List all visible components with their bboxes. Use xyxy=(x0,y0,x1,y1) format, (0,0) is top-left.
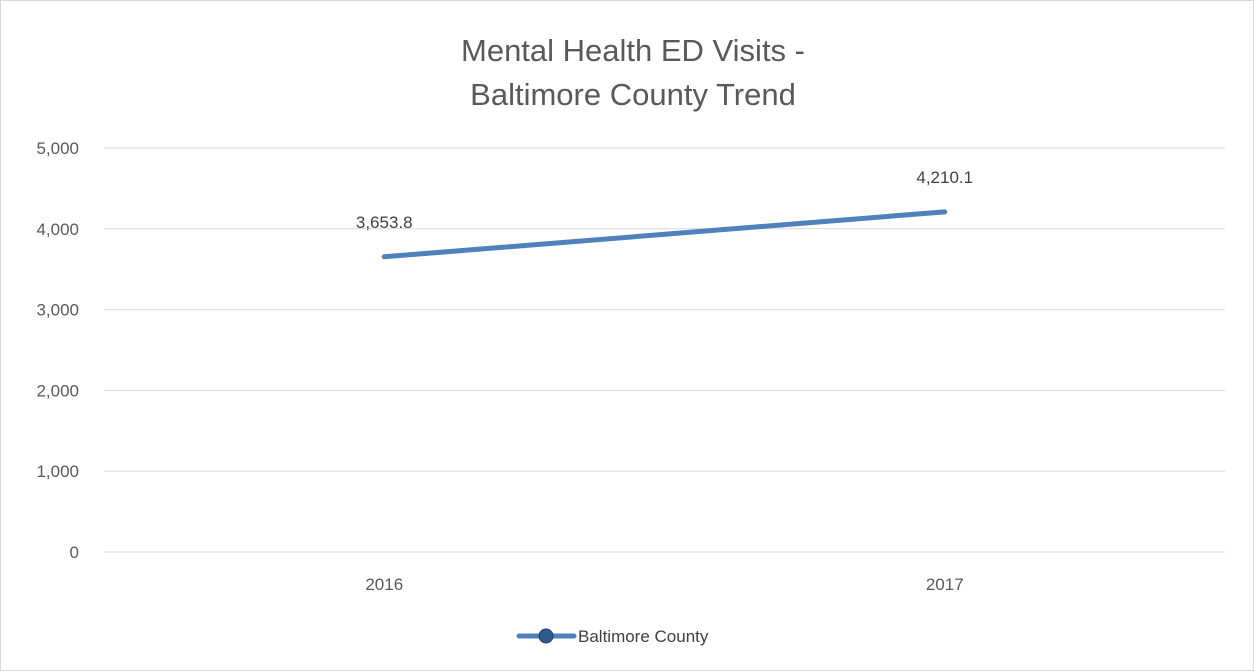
gridlines xyxy=(104,147,1225,553)
legend: Baltimore County xyxy=(516,627,709,646)
y-tick-label: 0 xyxy=(70,543,79,562)
data-label: 3,653.8 xyxy=(356,213,413,232)
series-lines xyxy=(381,209,948,260)
y-tick-label: 2,000 xyxy=(36,381,79,400)
legend-label-baltimore-county: Baltimore County xyxy=(578,627,709,646)
x-tick-label: 2016 xyxy=(365,575,403,594)
data-label: 4,210.1 xyxy=(916,168,973,187)
x-axis-tick-labels: 2016 2017 xyxy=(365,575,963,594)
y-axis-tick-labels: 0 1,000 2,000 3,000 4,000 5,000 xyxy=(36,139,79,562)
data-labels: 3,653.8 4,210.1 xyxy=(356,168,973,232)
y-tick-label: 3,000 xyxy=(36,301,79,320)
y-tick-label: 4,000 xyxy=(36,220,79,239)
series-line-0 xyxy=(381,209,948,260)
chart-title-line-1: Mental Health ED Visits - xyxy=(461,33,805,68)
y-tick-label: 1,000 xyxy=(36,462,79,481)
x-tick-label: 2017 xyxy=(926,575,964,594)
chart-title-line-2: Baltimore County Trend xyxy=(470,77,796,112)
legend-marker-icon xyxy=(538,628,554,644)
y-tick-label: 5,000 xyxy=(36,139,79,158)
